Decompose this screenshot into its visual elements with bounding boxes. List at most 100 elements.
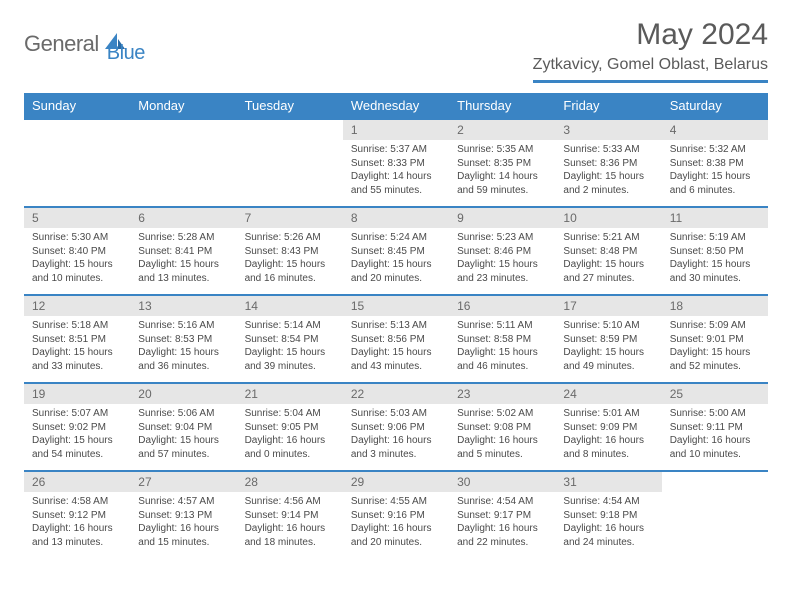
day-number: 30 xyxy=(449,472,555,492)
weekday-header: Friday xyxy=(555,93,661,119)
calendar-day-cell: 9Sunrise: 5:23 AMSunset: 8:46 PMDaylight… xyxy=(449,207,555,295)
day-number: 15 xyxy=(343,296,449,316)
day-details: Sunrise: 5:18 AMSunset: 8:51 PMDaylight:… xyxy=(24,316,130,379)
weekday-header: Monday xyxy=(130,93,236,119)
day-details: Sunrise: 4:58 AMSunset: 9:12 PMDaylight:… xyxy=(24,492,130,555)
day-number: 26 xyxy=(24,472,130,492)
calendar-day-cell: 23Sunrise: 5:02 AMSunset: 9:08 PMDayligh… xyxy=(449,383,555,471)
weekday-header: Thursday xyxy=(449,93,555,119)
day-number: 20 xyxy=(130,384,236,404)
day-details: Sunrise: 4:56 AMSunset: 9:14 PMDaylight:… xyxy=(237,492,343,555)
day-details: Sunrise: 5:37 AMSunset: 8:33 PMDaylight:… xyxy=(343,140,449,203)
calendar-table: SundayMondayTuesdayWednesdayThursdayFrid… xyxy=(24,93,768,559)
calendar-day-cell: 15Sunrise: 5:13 AMSunset: 8:56 PMDayligh… xyxy=(343,295,449,383)
day-number: 11 xyxy=(662,208,768,228)
day-details: Sunrise: 5:13 AMSunset: 8:56 PMDaylight:… xyxy=(343,316,449,379)
day-details: Sunrise: 5:02 AMSunset: 9:08 PMDaylight:… xyxy=(449,404,555,467)
day-number: 4 xyxy=(662,120,768,140)
day-number: 12 xyxy=(24,296,130,316)
calendar-day-cell: 3Sunrise: 5:33 AMSunset: 8:36 PMDaylight… xyxy=(555,119,661,207)
day-details: Sunrise: 5:09 AMSunset: 9:01 PMDaylight:… xyxy=(662,316,768,379)
day-details: Sunrise: 5:11 AMSunset: 8:58 PMDaylight:… xyxy=(449,316,555,379)
day-details: Sunrise: 5:14 AMSunset: 8:54 PMDaylight:… xyxy=(237,316,343,379)
day-number: 13 xyxy=(130,296,236,316)
day-details: Sunrise: 4:55 AMSunset: 9:16 PMDaylight:… xyxy=(343,492,449,555)
day-number: 6 xyxy=(130,208,236,228)
day-number: 18 xyxy=(662,296,768,316)
calendar-day-cell: 13Sunrise: 5:16 AMSunset: 8:53 PMDayligh… xyxy=(130,295,236,383)
day-details: Sunrise: 5:06 AMSunset: 9:04 PMDaylight:… xyxy=(130,404,236,467)
location-label: Zytkavicy, Gomel Oblast, Belarus xyxy=(533,56,768,83)
logo: General Blue xyxy=(24,22,145,65)
day-details: Sunrise: 4:54 AMSunset: 9:17 PMDaylight:… xyxy=(449,492,555,555)
day-number: 22 xyxy=(343,384,449,404)
calendar-day-cell: 20Sunrise: 5:06 AMSunset: 9:04 PMDayligh… xyxy=(130,383,236,471)
day-number: 28 xyxy=(237,472,343,492)
calendar-day-cell: 7Sunrise: 5:26 AMSunset: 8:43 PMDaylight… xyxy=(237,207,343,295)
day-number: 8 xyxy=(343,208,449,228)
day-number: 9 xyxy=(449,208,555,228)
calendar-day-cell: 5Sunrise: 5:30 AMSunset: 8:40 PMDaylight… xyxy=(24,207,130,295)
logo-text-general: General xyxy=(24,31,99,57)
day-number: 7 xyxy=(237,208,343,228)
calendar-day-cell: 26Sunrise: 4:58 AMSunset: 9:12 PMDayligh… xyxy=(24,471,130,559)
day-number: 17 xyxy=(555,296,661,316)
day-number: 5 xyxy=(24,208,130,228)
calendar-day-cell: 16Sunrise: 5:11 AMSunset: 8:58 PMDayligh… xyxy=(449,295,555,383)
calendar-day-cell: 10Sunrise: 5:21 AMSunset: 8:48 PMDayligh… xyxy=(555,207,661,295)
day-details: Sunrise: 5:16 AMSunset: 8:53 PMDaylight:… xyxy=(130,316,236,379)
day-number: 1 xyxy=(343,120,449,140)
day-details: Sunrise: 5:26 AMSunset: 8:43 PMDaylight:… xyxy=(237,228,343,291)
calendar-day-cell: 8Sunrise: 5:24 AMSunset: 8:45 PMDaylight… xyxy=(343,207,449,295)
calendar-day-cell: 18Sunrise: 5:09 AMSunset: 9:01 PMDayligh… xyxy=(662,295,768,383)
calendar-day-cell: 21Sunrise: 5:04 AMSunset: 9:05 PMDayligh… xyxy=(237,383,343,471)
day-details: Sunrise: 5:30 AMSunset: 8:40 PMDaylight:… xyxy=(24,228,130,291)
day-details: Sunrise: 5:24 AMSunset: 8:45 PMDaylight:… xyxy=(343,228,449,291)
calendar-day-cell: 19Sunrise: 5:07 AMSunset: 9:02 PMDayligh… xyxy=(24,383,130,471)
day-number: 23 xyxy=(449,384,555,404)
calendar-day-cell xyxy=(24,119,130,207)
calendar-day-cell: 31Sunrise: 4:54 AMSunset: 9:18 PMDayligh… xyxy=(555,471,661,559)
day-number: 24 xyxy=(555,384,661,404)
calendar-day-cell: 11Sunrise: 5:19 AMSunset: 8:50 PMDayligh… xyxy=(662,207,768,295)
calendar-day-cell: 25Sunrise: 5:00 AMSunset: 9:11 PMDayligh… xyxy=(662,383,768,471)
calendar-week-row: 12Sunrise: 5:18 AMSunset: 8:51 PMDayligh… xyxy=(24,295,768,383)
day-details: Sunrise: 5:21 AMSunset: 8:48 PMDaylight:… xyxy=(555,228,661,291)
calendar-day-cell: 27Sunrise: 4:57 AMSunset: 9:13 PMDayligh… xyxy=(130,471,236,559)
day-details: Sunrise: 5:04 AMSunset: 9:05 PMDaylight:… xyxy=(237,404,343,467)
day-number: 25 xyxy=(662,384,768,404)
day-details: Sunrise: 5:33 AMSunset: 8:36 PMDaylight:… xyxy=(555,140,661,203)
day-details: Sunrise: 5:23 AMSunset: 8:46 PMDaylight:… xyxy=(449,228,555,291)
day-number: 21 xyxy=(237,384,343,404)
logo-text-blue: Blue xyxy=(107,42,145,65)
calendar-day-cell xyxy=(237,119,343,207)
day-number: 2 xyxy=(449,120,555,140)
day-details: Sunrise: 5:19 AMSunset: 8:50 PMDaylight:… xyxy=(662,228,768,291)
calendar-day-cell xyxy=(130,119,236,207)
day-number: 31 xyxy=(555,472,661,492)
weekday-header: Sunday xyxy=(24,93,130,119)
day-number: 3 xyxy=(555,120,661,140)
day-details: Sunrise: 5:35 AMSunset: 8:35 PMDaylight:… xyxy=(449,140,555,203)
weekday-header: Wednesday xyxy=(343,93,449,119)
calendar-day-cell: 1Sunrise: 5:37 AMSunset: 8:33 PMDaylight… xyxy=(343,119,449,207)
header: General Blue May 2024 Zytkavicy, Gomel O… xyxy=(24,18,768,83)
day-number: 10 xyxy=(555,208,661,228)
calendar-day-cell: 17Sunrise: 5:10 AMSunset: 8:59 PMDayligh… xyxy=(555,295,661,383)
calendar-day-cell: 24Sunrise: 5:01 AMSunset: 9:09 PMDayligh… xyxy=(555,383,661,471)
day-number: 29 xyxy=(343,472,449,492)
day-number: 19 xyxy=(24,384,130,404)
calendar-day-cell: 6Sunrise: 5:28 AMSunset: 8:41 PMDaylight… xyxy=(130,207,236,295)
day-details: Sunrise: 5:32 AMSunset: 8:38 PMDaylight:… xyxy=(662,140,768,203)
calendar-day-cell: 30Sunrise: 4:54 AMSunset: 9:17 PMDayligh… xyxy=(449,471,555,559)
day-details: Sunrise: 4:57 AMSunset: 9:13 PMDaylight:… xyxy=(130,492,236,555)
title-block: May 2024 Zytkavicy, Gomel Oblast, Belaru… xyxy=(533,18,768,83)
calendar-day-cell: 14Sunrise: 5:14 AMSunset: 8:54 PMDayligh… xyxy=(237,295,343,383)
day-details: Sunrise: 5:00 AMSunset: 9:11 PMDaylight:… xyxy=(662,404,768,467)
weekday-header-row: SundayMondayTuesdayWednesdayThursdayFrid… xyxy=(24,93,768,119)
calendar-day-cell: 28Sunrise: 4:56 AMSunset: 9:14 PMDayligh… xyxy=(237,471,343,559)
day-number: 16 xyxy=(449,296,555,316)
day-details: Sunrise: 5:01 AMSunset: 9:09 PMDaylight:… xyxy=(555,404,661,467)
calendar-week-row: 26Sunrise: 4:58 AMSunset: 9:12 PMDayligh… xyxy=(24,471,768,559)
calendar-day-cell: 12Sunrise: 5:18 AMSunset: 8:51 PMDayligh… xyxy=(24,295,130,383)
